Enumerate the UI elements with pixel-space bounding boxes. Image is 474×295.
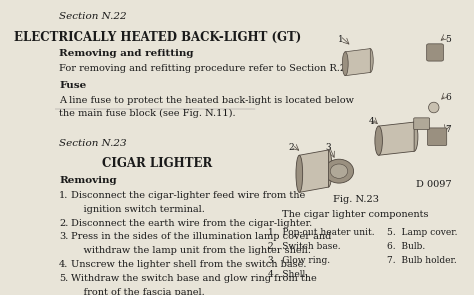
Text: Withdraw the switch base and glow ring from the: Withdraw the switch base and glow ring f…: [71, 274, 317, 283]
Ellipse shape: [330, 164, 348, 178]
Polygon shape: [345, 49, 370, 76]
Text: 3.  Glow ring.: 3. Glow ring.: [268, 256, 330, 265]
Ellipse shape: [428, 102, 439, 113]
Text: 5.: 5.: [59, 274, 68, 283]
Text: 5.  Lamp cover.: 5. Lamp cover.: [387, 228, 457, 237]
Ellipse shape: [367, 49, 373, 73]
Text: 3.: 3.: [59, 232, 69, 241]
Text: 5: 5: [446, 35, 451, 44]
Text: ignition switch terminal.: ignition switch terminal.: [71, 205, 205, 214]
Ellipse shape: [296, 155, 302, 192]
Text: The cigar lighter components: The cigar lighter components: [283, 210, 429, 219]
Text: 2: 2: [289, 143, 294, 152]
Text: Unscrew the lighter shell from the switch base.: Unscrew the lighter shell from the switc…: [71, 260, 306, 269]
Text: A line fuse to protect the heated back-light is located below: A line fuse to protect the heated back-l…: [59, 96, 354, 104]
Text: D 0097: D 0097: [416, 181, 452, 189]
Text: ELECTRICALLY HEATED BACK-LIGHT (GT): ELECTRICALLY HEATED BACK-LIGHT (GT): [14, 31, 301, 44]
Text: 1.  Pop-out heater unit.: 1. Pop-out heater unit.: [268, 228, 374, 237]
Text: Disconnect the cigar-lighter feed wire from the: Disconnect the cigar-lighter feed wire f…: [71, 191, 305, 200]
Text: withdraw the lamp unit from the lighter shell.: withdraw the lamp unit from the lighter …: [71, 246, 311, 255]
Polygon shape: [299, 150, 328, 192]
Text: 1: 1: [338, 35, 344, 44]
Text: front of the fascia panel.: front of the fascia panel.: [71, 288, 205, 295]
Text: Section N.22: Section N.22: [59, 12, 127, 21]
Text: 4.  Shell.: 4. Shell.: [268, 270, 308, 278]
Text: 3: 3: [326, 143, 331, 152]
Text: For removing and refitting procedure refer to Section R.27.: For removing and refitting procedure ref…: [59, 64, 356, 73]
Text: 2.: 2.: [59, 219, 69, 228]
Ellipse shape: [324, 159, 354, 183]
Ellipse shape: [375, 126, 383, 155]
Text: 2.  Switch base.: 2. Switch base.: [268, 242, 341, 251]
Text: 7.  Bulb holder.: 7. Bulb holder.: [387, 256, 457, 265]
FancyBboxPatch shape: [427, 44, 443, 61]
Text: Fuse: Fuse: [59, 81, 86, 90]
Text: Removing: Removing: [59, 176, 117, 185]
Text: the main fuse block (see Fig. N.11).: the main fuse block (see Fig. N.11).: [59, 109, 236, 119]
Text: 6: 6: [446, 93, 451, 102]
FancyBboxPatch shape: [414, 118, 429, 130]
Text: Disconnect the earth wire from the cigar-lighter.: Disconnect the earth wire from the cigar…: [71, 219, 312, 228]
Text: 7: 7: [446, 125, 451, 134]
Text: 4.: 4.: [59, 260, 69, 269]
Text: 1.: 1.: [59, 191, 69, 200]
Polygon shape: [379, 122, 414, 155]
Text: CIGAR LIGHTER: CIGAR LIGHTER: [102, 157, 212, 170]
Ellipse shape: [410, 122, 418, 151]
Ellipse shape: [325, 150, 332, 187]
Text: 4: 4: [369, 117, 375, 126]
Text: Section N.23: Section N.23: [59, 139, 127, 148]
Text: Removing and refitting: Removing and refitting: [59, 49, 194, 58]
Text: Press in the sides of the illumination lamp cover and: Press in the sides of the illumination l…: [71, 232, 331, 241]
FancyBboxPatch shape: [428, 128, 447, 145]
Text: Fig. N.23: Fig. N.23: [333, 195, 379, 204]
Ellipse shape: [342, 52, 348, 76]
Text: 6.  Bulb.: 6. Bulb.: [387, 242, 425, 251]
